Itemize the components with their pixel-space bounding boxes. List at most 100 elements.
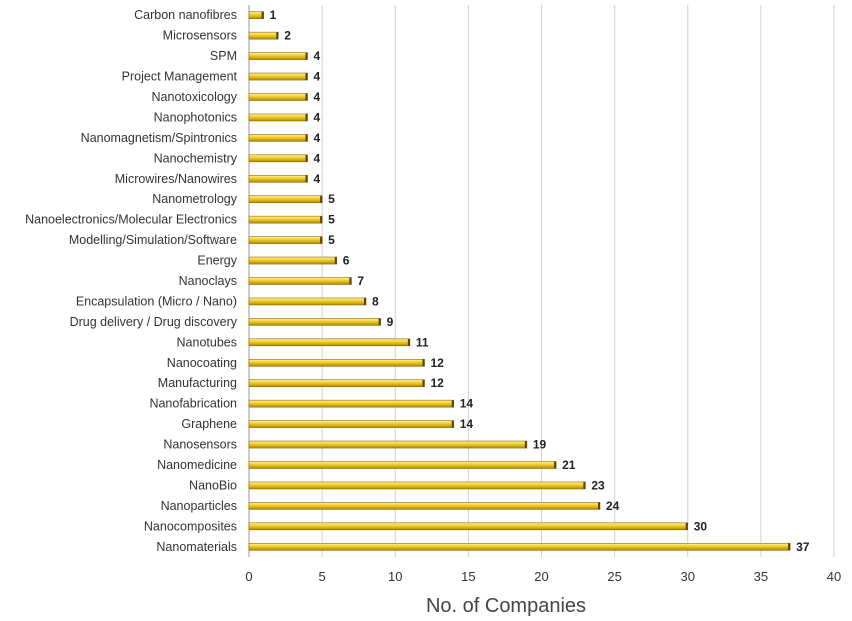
category-label: Graphene bbox=[181, 417, 237, 431]
bar-end-cap bbox=[451, 420, 454, 428]
bar bbox=[248, 277, 352, 285]
category-label: Nanoparticles bbox=[161, 499, 237, 513]
category-label: Modelling/Simulation/Software bbox=[69, 233, 237, 247]
bar bbox=[248, 542, 791, 551]
bar bbox=[248, 358, 425, 367]
x-tick-label: 0 bbox=[245, 569, 252, 584]
bar-end-cap bbox=[598, 502, 600, 510]
data-label: 5 bbox=[328, 192, 335, 206]
data-label: 5 bbox=[328, 213, 335, 227]
category-label: Drug delivery / Drug discovery bbox=[70, 315, 238, 329]
bar-end-cap bbox=[407, 338, 410, 346]
bar bbox=[248, 195, 323, 204]
x-tick-labels: 0 5 10 15 20 25 30 35 40 bbox=[245, 569, 841, 584]
data-label: 37 bbox=[796, 540, 810, 554]
category-label: Microwires/Nanowires bbox=[115, 172, 237, 186]
bar bbox=[248, 420, 455, 428]
bar bbox=[248, 379, 425, 388]
x-tick-label: 25 bbox=[607, 569, 621, 584]
category-label: Nanocomposites bbox=[144, 519, 237, 533]
data-label: 4 bbox=[314, 110, 321, 124]
bar-end-cap bbox=[261, 11, 264, 19]
category-label: Microsensors bbox=[163, 29, 237, 43]
bar bbox=[248, 52, 308, 60]
category-label: Nanosensors bbox=[163, 438, 237, 452]
category-labels: Carbon nanofibres Microsensors SPM Project … bbox=[25, 8, 238, 554]
bar bbox=[248, 399, 455, 408]
bar bbox=[248, 174, 308, 183]
data-label: 4 bbox=[314, 70, 321, 84]
data-label: 21 bbox=[562, 458, 576, 472]
data-label: 4 bbox=[314, 90, 321, 104]
bar-end-cap bbox=[788, 543, 791, 551]
data-label: 14 bbox=[460, 397, 474, 411]
bar bbox=[248, 72, 308, 81]
data-label: 30 bbox=[694, 519, 708, 533]
bar-end-cap bbox=[378, 318, 381, 326]
category-label: Nanochemistry bbox=[154, 151, 238, 165]
data-label: 2 bbox=[284, 29, 291, 43]
bar bbox=[248, 440, 528, 449]
data-label: 7 bbox=[357, 274, 364, 288]
category-label: Nanomedicine bbox=[157, 458, 237, 472]
bar bbox=[248, 318, 381, 326]
category-label: NanoBio bbox=[189, 478, 237, 492]
bar-end-cap bbox=[349, 277, 352, 285]
data-label: 5 bbox=[328, 233, 335, 247]
data-label: 8 bbox=[372, 294, 379, 308]
category-label: Nanoclays bbox=[179, 274, 237, 288]
x-tick-label: 5 bbox=[319, 569, 326, 584]
data-label: 9 bbox=[387, 315, 394, 329]
bar-end-cap bbox=[276, 32, 279, 40]
data-label: 11 bbox=[416, 335, 429, 349]
data-label: 1 bbox=[270, 8, 277, 22]
bar-end-cap bbox=[451, 400, 454, 408]
bar-end-cap bbox=[334, 257, 337, 265]
category-label: Manufacturing bbox=[158, 376, 237, 390]
bar-end-cap bbox=[685, 522, 688, 530]
bar bbox=[248, 522, 689, 531]
bar bbox=[248, 134, 308, 142]
data-label: 4 bbox=[314, 49, 321, 63]
bar-end-cap bbox=[422, 379, 425, 387]
data-label: 4 bbox=[314, 131, 321, 145]
bar-end-cap bbox=[524, 441, 527, 449]
category-label: Encapsulation (Micro / Nano) bbox=[76, 294, 237, 308]
bar bbox=[248, 113, 308, 122]
bar-end-cap bbox=[305, 73, 308, 81]
bar-end-cap bbox=[305, 113, 308, 121]
bar bbox=[248, 215, 323, 224]
bar bbox=[248, 461, 557, 469]
category-label: SPM bbox=[210, 49, 237, 63]
bar bbox=[248, 502, 601, 510]
data-label: 6 bbox=[343, 254, 350, 268]
bar-end-cap bbox=[305, 93, 308, 101]
data-label: 23 bbox=[591, 478, 605, 492]
bar-end-cap bbox=[583, 481, 586, 489]
category-label: Nanotubes bbox=[177, 335, 237, 349]
category-label: Nanoelectronics/Molecular Electronics bbox=[25, 213, 237, 227]
data-label: 12 bbox=[431, 376, 445, 390]
category-label: Project Management bbox=[122, 70, 238, 84]
x-tick-label: 30 bbox=[681, 569, 695, 584]
bar-end-cap bbox=[305, 134, 308, 142]
data-label: 12 bbox=[431, 356, 445, 370]
bar bbox=[248, 256, 338, 265]
bar-end-cap bbox=[305, 154, 308, 162]
data-label: 4 bbox=[314, 172, 321, 186]
category-label: Carbon nanofibres bbox=[134, 8, 237, 22]
bar bbox=[248, 338, 411, 347]
bar-end-cap bbox=[305, 52, 308, 60]
data-label: 19 bbox=[533, 438, 547, 452]
x-tick-label: 10 bbox=[388, 569, 402, 584]
bar bbox=[248, 481, 586, 490]
bar bbox=[248, 93, 308, 101]
x-tick-label: 20 bbox=[534, 569, 548, 584]
bar-end-cap bbox=[305, 175, 308, 183]
bar-end-cap bbox=[320, 216, 323, 224]
data-label: 4 bbox=[314, 151, 321, 165]
category-label: Nanotoxicology bbox=[152, 90, 238, 104]
bar bbox=[248, 236, 323, 244]
